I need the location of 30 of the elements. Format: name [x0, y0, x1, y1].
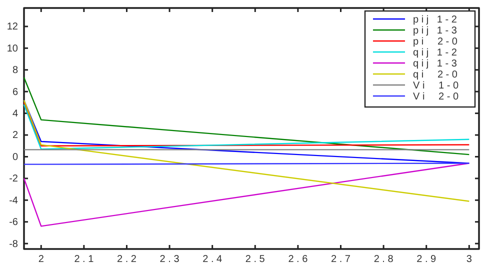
x-tick-label: 2 . 7: [331, 254, 351, 266]
legend-label: q i j 1 - 2: [413, 48, 458, 58]
y-tick-label: -6: [9, 217, 18, 228]
y-tick-label: -2: [9, 174, 18, 185]
y-tick-label: 6: [12, 86, 18, 98]
y-tick-label: 0: [12, 152, 18, 163]
x-tick-label: 2 . 8: [374, 254, 394, 266]
legend-label: p i 2 - 0: [413, 36, 458, 48]
x-tick-label: 2 . 2: [116, 254, 137, 266]
x-tick-label: 2 . 4: [202, 254, 222, 266]
x-tick-label: 2 . 6: [288, 254, 308, 266]
x-tick-label: 2 . 1: [74, 254, 94, 266]
y-tick-label: 4: [12, 108, 18, 120]
y-tick-label: 2: [12, 130, 18, 142]
legend-label: q i 2 - 0: [413, 70, 458, 80]
x-tick-label: 2 . 9: [416, 254, 437, 266]
y-tick-label: 10: [6, 43, 18, 54]
y-tick-label: 8: [12, 65, 18, 76]
x-tick-label: 2 . 5: [245, 254, 266, 266]
y-tick-label: -8: [9, 238, 18, 250]
x-tick-label: 3: [466, 254, 472, 266]
legend-label: p i j 1 - 3: [413, 26, 458, 36]
legend-label: V i 2 - 0: [413, 92, 460, 102]
legend-label: p i j 1 - 2: [413, 14, 458, 26]
x-tick-label: 2 . 3: [160, 254, 180, 266]
y-tick-label: -4: [9, 195, 18, 206]
x-tick-label: 2: [38, 254, 44, 266]
legend-label: q i j 1 - 3: [413, 58, 458, 70]
y-tick-label: 12: [6, 22, 18, 33]
legend-label: V i 1 - 0: [413, 80, 460, 92]
